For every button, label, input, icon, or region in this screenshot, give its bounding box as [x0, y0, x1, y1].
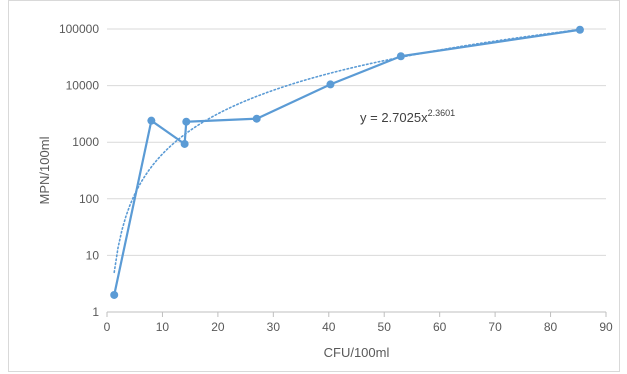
series-line: [113, 28, 581, 296]
data-point-7: [396, 52, 405, 61]
data-series: [110, 25, 584, 299]
x-axis-title: CFU/100ml: [324, 345, 390, 360]
data-point-8: [575, 25, 584, 34]
x-tick-label-80: 80: [544, 320, 558, 334]
chart-svg: 1 10 100 1000 10000 100000 0 10 20 30 40 50 60 70 80 90…: [37, 22, 613, 360]
trendline-equation: y = 2.7025x2.3601: [360, 108, 455, 125]
tick-labels: 1 10 100 1000 10000 100000 0 10 20 30 40 50 60 70 80 90: [59, 22, 613, 334]
axes: [106, 311, 607, 317]
trendline-path: [113, 28, 581, 274]
trendline-equation-main: y = 2.7025x: [360, 110, 428, 125]
chart-area: 1 10 100 1000 10000 100000 0 10 20 30 40 50 60 70 80 90…: [8, 0, 620, 372]
x-tick-label-90: 90: [599, 320, 613, 334]
y-tick-label-1: 1: [92, 305, 99, 319]
data-point-1: [110, 290, 119, 299]
x-tick-label-50: 50: [378, 320, 392, 334]
x-tick-label-10: 10: [156, 320, 170, 334]
data-point-6: [326, 80, 335, 89]
data-point-3: [180, 139, 189, 148]
trendline: [113, 28, 581, 274]
x-tick-label-20: 20: [211, 320, 225, 334]
x-tick-label-40: 40: [322, 320, 336, 334]
data-point-4: [182, 117, 191, 126]
y-axis-title: MPN/100ml: [37, 136, 52, 204]
gridlines: [107, 28, 606, 256]
y-tick-label-100: 100: [79, 192, 99, 206]
x-tick-label-70: 70: [488, 320, 502, 334]
y-tick-label-10000: 10000: [66, 79, 100, 93]
data-point-2: [147, 116, 156, 125]
x-tick-label-0: 0: [104, 320, 111, 334]
data-point-5: [252, 114, 261, 123]
x-tick-label-60: 60: [433, 320, 447, 334]
y-tick-label-100000: 100000: [59, 22, 99, 36]
y-tick-label-10: 10: [86, 248, 100, 262]
trendline-equation-exponent: 2.3601: [428, 108, 456, 118]
x-tick-label-30: 30: [267, 320, 281, 334]
y-tick-label-1000: 1000: [72, 135, 99, 149]
